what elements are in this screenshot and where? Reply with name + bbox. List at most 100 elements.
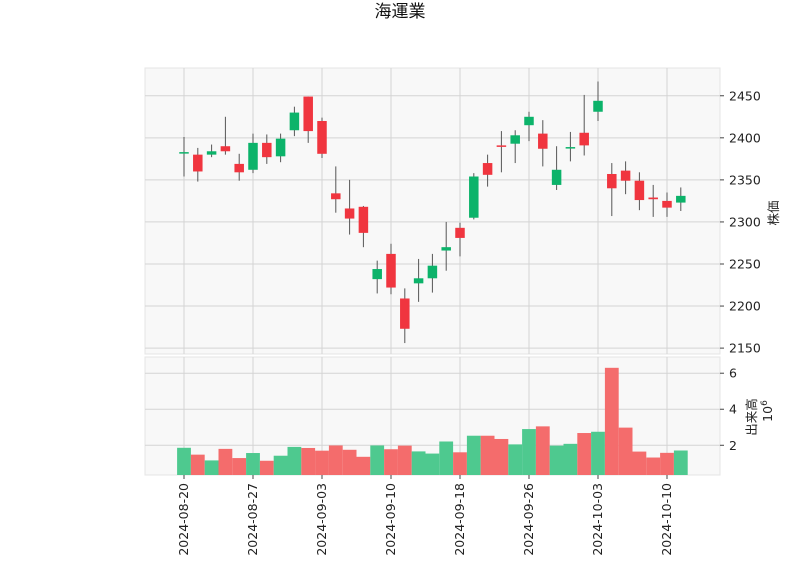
price-axis-label: 株価	[766, 200, 781, 225]
volume-bar	[535, 426, 550, 475]
price-axis-ticks: 2150 2200 2250 2300 2350 2400 2450	[720, 88, 761, 356]
volume-tick-label: 6	[729, 366, 737, 381]
volume-bar	[246, 453, 260, 475]
x-axis-ticks: 2024-08-20 2024-08-27 2024-09-03 2024-09-10…	[176, 475, 674, 556]
candle-body	[579, 132, 589, 146]
volume-scale-exponent: 6	[760, 400, 770, 406]
x-tick-label: 2024-09-18	[452, 483, 467, 556]
candle-body	[648, 197, 658, 200]
volume-bar	[618, 427, 633, 475]
candle-body	[372, 269, 382, 280]
volume-bar	[646, 457, 661, 475]
candle-body	[413, 278, 424, 284]
candle-body	[234, 163, 244, 173]
volume-bar	[494, 438, 509, 475]
candle-body	[317, 120, 327, 154]
volume-axis-label: 出来高	[744, 398, 759, 436]
candle-body	[455, 227, 465, 238]
volume-axis-ticks: 2 4 6	[720, 366, 737, 453]
volume-bar	[425, 453, 440, 475]
candle-body	[607, 173, 617, 189]
candle-body	[275, 138, 286, 157]
volume-bar	[591, 431, 605, 475]
candle-body	[179, 152, 189, 154]
candle-body	[469, 176, 479, 218]
candle-body	[524, 116, 534, 126]
volume-bar	[453, 452, 467, 475]
candle-body	[386, 253, 396, 288]
volume-bar	[370, 445, 385, 475]
x-tick-label: 2024-10-03	[590, 483, 605, 556]
price-tick-label: 2250	[729, 256, 761, 271]
volume-bar	[466, 435, 481, 475]
volume-bar	[190, 454, 205, 475]
candle-body	[441, 247, 451, 251]
candle-body	[565, 147, 576, 149]
candle-body	[331, 193, 341, 200]
candle-body	[248, 142, 258, 170]
volume-bar	[563, 443, 578, 475]
volume-bar	[673, 450, 688, 475]
candle-body	[551, 169, 562, 185]
candle-body	[220, 146, 231, 152]
price-tick-label: 2200	[729, 299, 761, 314]
x-tick-label: 2024-08-27	[245, 483, 260, 556]
volume-bar	[411, 451, 426, 475]
candle-body	[482, 163, 493, 175]
volume-bar	[384, 449, 398, 475]
volume-bar	[439, 441, 454, 475]
chart-title: 海運業	[375, 2, 426, 22]
volume-bar	[549, 445, 564, 475]
volume-bar	[287, 446, 302, 475]
volume-bar	[356, 456, 371, 475]
volume-bar	[315, 450, 329, 475]
volume-bar	[328, 445, 343, 475]
candle-body	[593, 100, 603, 112]
candle-body	[634, 180, 645, 201]
volume-tick-label: 4	[729, 402, 737, 417]
volume-bar	[342, 449, 357, 475]
volume-bar	[577, 433, 592, 475]
volume-bar	[204, 460, 219, 475]
volume-scale-label: 106	[760, 400, 775, 422]
x-tick-label: 2024-09-10	[383, 483, 398, 556]
volume-bars	[177, 367, 688, 475]
candle-body	[662, 200, 672, 208]
volume-bar	[232, 458, 247, 475]
volume-bar	[660, 452, 674, 475]
price-tick-label: 2300	[729, 214, 761, 229]
price-tick-label: 2450	[729, 88, 761, 103]
candle-body	[538, 133, 548, 149]
volume-tick-label: 2	[729, 438, 737, 453]
volume-bar	[480, 435, 495, 475]
volume-bar	[604, 367, 619, 475]
volume-bar	[177, 447, 191, 475]
candle-body	[193, 154, 203, 172]
candle-body	[262, 142, 272, 158]
volume-bar	[522, 429, 536, 475]
candle-body	[676, 195, 686, 203]
volume-bar	[397, 445, 412, 475]
candle-body	[344, 208, 355, 219]
volume-scale-base: 10	[760, 406, 775, 422]
candle-body	[400, 298, 410, 329]
volume-bar	[632, 451, 647, 475]
candle-body	[289, 112, 300, 131]
x-tick-label: 2024-10-10	[659, 483, 674, 556]
price-panel-background	[144, 67, 721, 355]
x-tick-label: 2024-09-03	[314, 483, 329, 556]
x-tick-label: 2024-08-20	[176, 483, 191, 556]
volume-bar	[508, 444, 523, 475]
candle-body	[510, 135, 520, 144]
price-tick-label: 2350	[729, 172, 761, 187]
volume-bar	[218, 448, 233, 475]
x-tick-label: 2024-09-26	[521, 483, 536, 556]
candles	[179, 81, 686, 344]
candle-body	[303, 96, 313, 132]
volume-bar	[273, 455, 288, 475]
candle-body	[620, 170, 631, 181]
candle-body	[206, 151, 217, 155]
candle-body	[496, 145, 507, 147]
price-tick-label: 2150	[729, 341, 761, 356]
